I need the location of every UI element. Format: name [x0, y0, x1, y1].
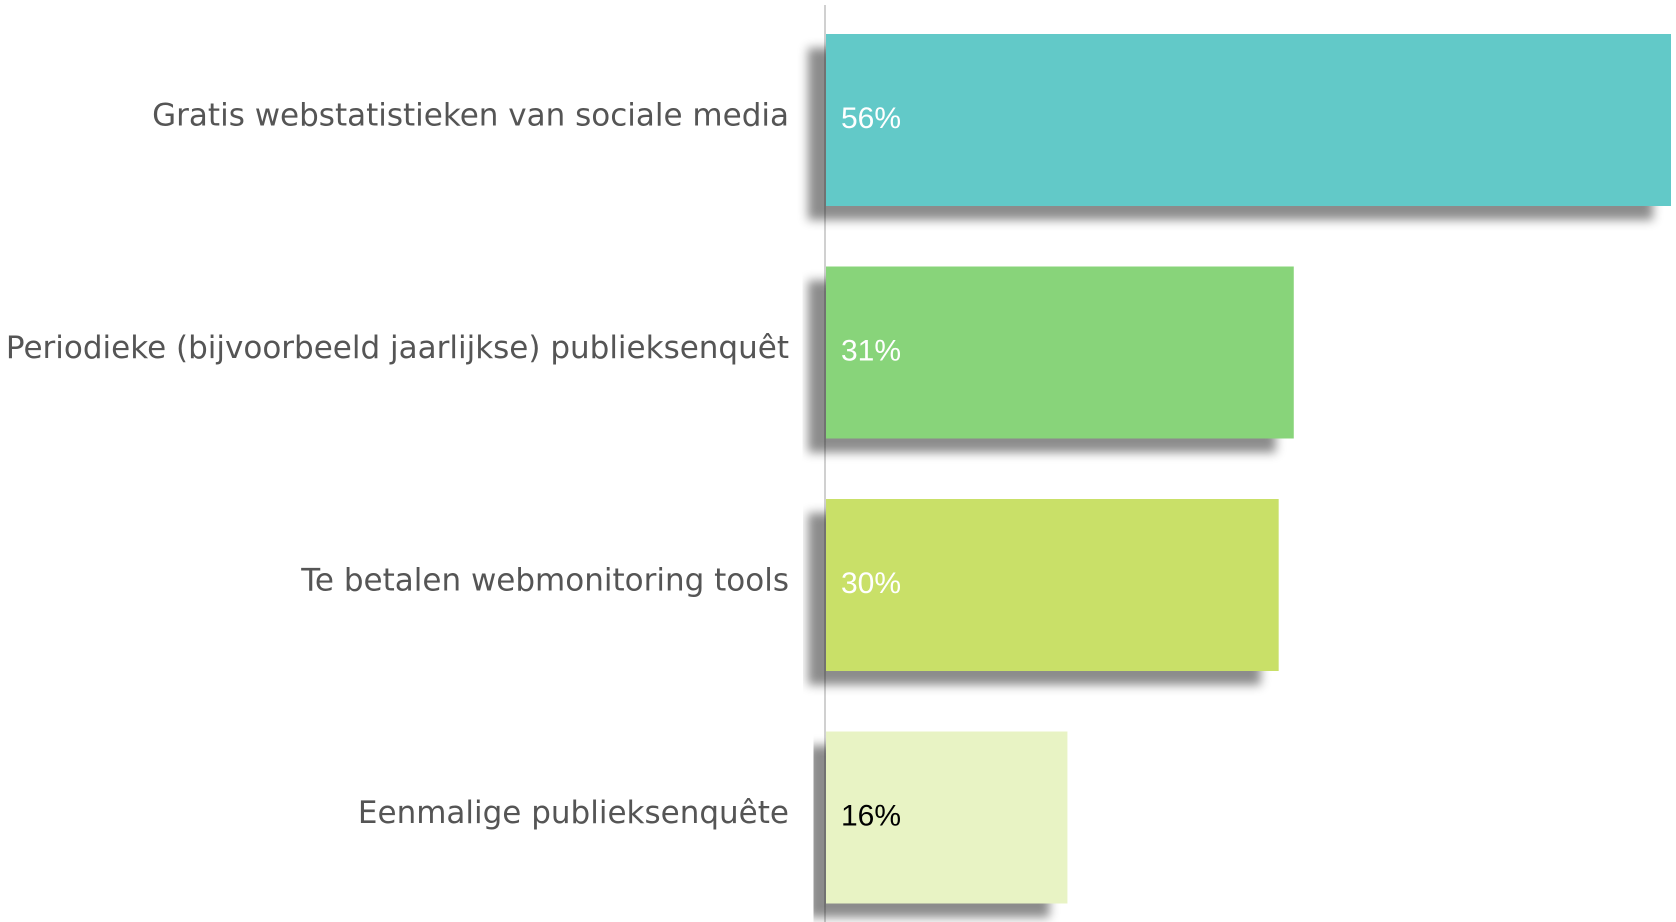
value-label: 31% [841, 334, 901, 367]
category-label: Te betalen webmonitoring tools [300, 563, 789, 599]
category-label: Gratis webstatistieken van sociale media [152, 98, 789, 134]
value-label: 56% [841, 102, 901, 135]
bar [826, 34, 1671, 206]
value-label: 16% [841, 799, 901, 832]
category-label: Periodieke (bijvoorbeeld jaarlijkse) pub… [6, 330, 789, 366]
bar [826, 499, 1279, 671]
bar [826, 731, 1068, 904]
bar [826, 266, 1294, 439]
value-label: 30% [841, 567, 901, 600]
category-label: Eenmalige publieksenquête [358, 795, 789, 831]
